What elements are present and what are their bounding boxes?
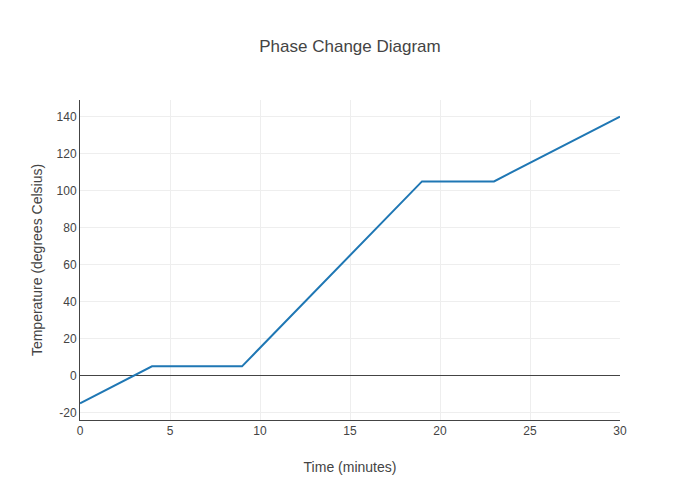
svg-text:15: 15: [343, 424, 357, 438]
svg-text:100: 100: [57, 184, 77, 198]
svg-text:60: 60: [63, 258, 77, 272]
svg-text:40: 40: [63, 295, 77, 309]
svg-text:25: 25: [523, 424, 537, 438]
svg-text:10: 10: [253, 424, 267, 438]
svg-text:5: 5: [167, 424, 174, 438]
svg-text:20: 20: [63, 332, 77, 346]
svg-text:30: 30: [613, 424, 627, 438]
svg-text:120: 120: [57, 147, 77, 161]
svg-text:0: 0: [77, 424, 84, 438]
svg-text:0: 0: [70, 369, 77, 383]
svg-text:20: 20: [433, 424, 447, 438]
svg-text:Phase Change Diagram: Phase Change Diagram: [259, 37, 440, 56]
svg-text:Temperature (degrees Celsius): Temperature (degrees Celsius): [29, 164, 45, 356]
svg-text:-20: -20: [59, 406, 77, 420]
svg-text:140: 140: [57, 110, 77, 124]
svg-text:Time (minutes): Time (minutes): [304, 459, 397, 475]
svg-text:80: 80: [63, 221, 77, 235]
